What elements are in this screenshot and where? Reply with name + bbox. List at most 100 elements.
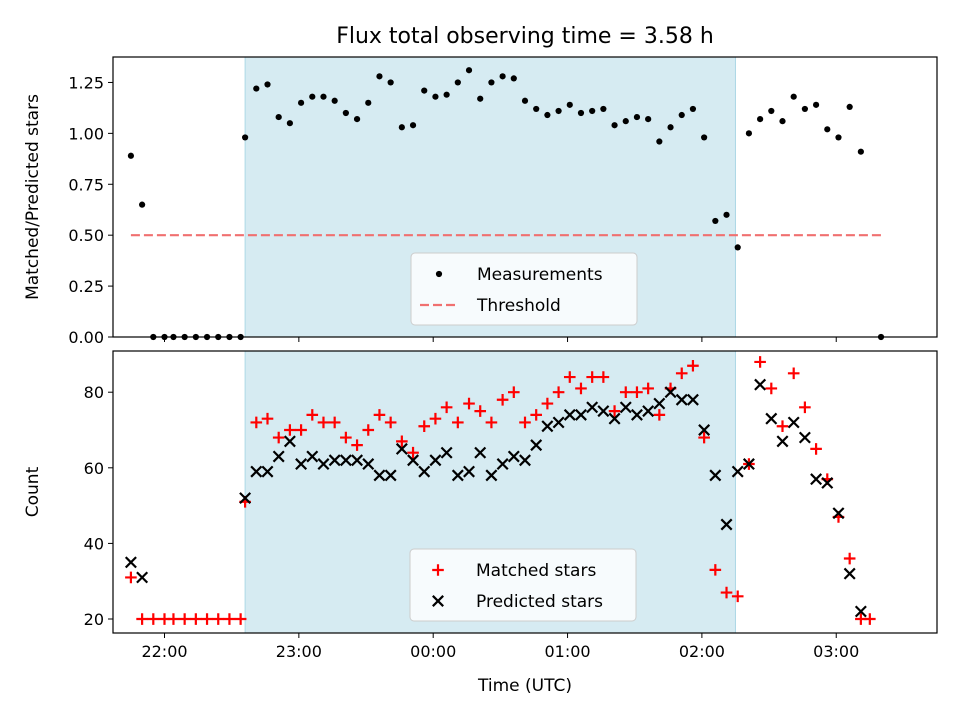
data-point	[519, 416, 531, 429]
data-point	[765, 412, 778, 425]
data-point	[552, 386, 565, 399]
legend-swatch	[435, 270, 443, 278]
data-point	[125, 571, 137, 584]
data-point	[843, 552, 856, 565]
data-point	[642, 382, 654, 395]
data-point	[575, 408, 587, 421]
data-point	[687, 359, 699, 372]
data-point	[723, 211, 730, 218]
y-tick-label: 0.25	[68, 277, 104, 296]
legend: Measurements Threshold	[410, 252, 638, 326]
x-tick-label: 23:00	[276, 642, 322, 661]
data-point	[190, 613, 202, 625]
data-point	[474, 405, 487, 417]
data-point	[286, 120, 293, 127]
legend-label: Measurements	[477, 265, 603, 285]
data-point	[396, 435, 408, 448]
data-point	[854, 605, 867, 618]
y-tick-label: 1.00	[68, 124, 104, 143]
data-point	[342, 109, 349, 117]
data-point	[619, 401, 632, 414]
data-point	[407, 454, 420, 467]
data-point	[541, 420, 554, 433]
chart-title: Flux total observing time = 3.58 h	[336, 24, 714, 49]
data-point	[136, 571, 149, 584]
legend-frame	[409, 548, 637, 622]
y-axis-label: Count	[23, 466, 43, 517]
y-tick-label: 0.75	[68, 175, 104, 194]
data-point	[384, 469, 397, 482]
data-point	[297, 99, 305, 106]
data-point	[824, 126, 831, 133]
data-point	[496, 458, 509, 471]
data-point	[451, 469, 464, 482]
data-point	[544, 111, 551, 119]
data-point	[264, 81, 271, 88]
y-tick-label: 20	[84, 610, 104, 629]
data-point	[242, 134, 249, 141]
data-point	[689, 105, 697, 113]
data-point	[351, 439, 363, 451]
data-point	[295, 424, 307, 436]
data-point	[701, 134, 708, 141]
data-point	[409, 122, 417, 129]
data-point	[765, 382, 778, 395]
data-point	[810, 443, 822, 455]
data-point	[709, 564, 722, 576]
data-point	[586, 371, 598, 383]
data-point	[167, 613, 180, 625]
data-point	[656, 138, 663, 145]
data-point	[734, 244, 741, 251]
data-point	[678, 111, 685, 119]
data-point	[608, 412, 621, 425]
data-point	[742, 458, 755, 471]
data-point	[127, 152, 135, 159]
data-point	[653, 397, 666, 410]
data-point	[600, 105, 607, 113]
data-point	[633, 113, 641, 121]
legend-label: Threshold	[476, 296, 561, 316]
data-point	[563, 408, 576, 421]
data-point	[239, 492, 252, 505]
data-point	[178, 613, 191, 625]
data-point	[776, 420, 789, 433]
y-tick-label: 80	[84, 383, 104, 402]
data-point	[541, 397, 554, 410]
data-point	[533, 105, 540, 113]
data-point	[589, 107, 596, 115]
panel-2: 20 40 60 80 22:00 23:00 00:00 01:00 02:00 03:00 Co…	[23, 350, 938, 661]
data-point	[864, 613, 876, 625]
data-point	[139, 201, 146, 208]
legend-label: Matched stars	[476, 561, 596, 581]
data-point	[407, 446, 419, 459]
data-point	[376, 73, 383, 80]
data-point	[776, 435, 789, 448]
plot-frame	[112, 56, 938, 338]
data-point	[622, 118, 629, 125]
data-point	[429, 454, 442, 467]
data-point	[645, 116, 652, 123]
legend: Matched stars Predicted stars	[409, 548, 637, 622]
data-point	[432, 93, 439, 100]
data-point	[331, 97, 338, 104]
panel-1: 0.00 0.25 0.50 0.75 1.00 1.25 Matched/Predicte…	[23, 56, 938, 347]
data-point	[787, 367, 800, 380]
data-point	[253, 85, 260, 92]
data-point	[463, 465, 475, 478]
data-point	[779, 118, 786, 125]
y-tick-label: 1.25	[68, 73, 104, 92]
data-point	[630, 408, 643, 421]
data-point	[586, 401, 599, 414]
data-point	[496, 393, 509, 406]
data-point	[440, 446, 453, 459]
data-point	[272, 431, 285, 444]
data-point	[653, 409, 666, 421]
data-point	[339, 454, 352, 467]
x-tick-label: 00:00	[410, 642, 456, 661]
data-point	[698, 424, 711, 436]
data-point	[698, 431, 710, 444]
data-point	[421, 87, 428, 94]
data-point	[720, 518, 733, 531]
data-point	[362, 458, 375, 471]
data-point	[675, 367, 688, 380]
